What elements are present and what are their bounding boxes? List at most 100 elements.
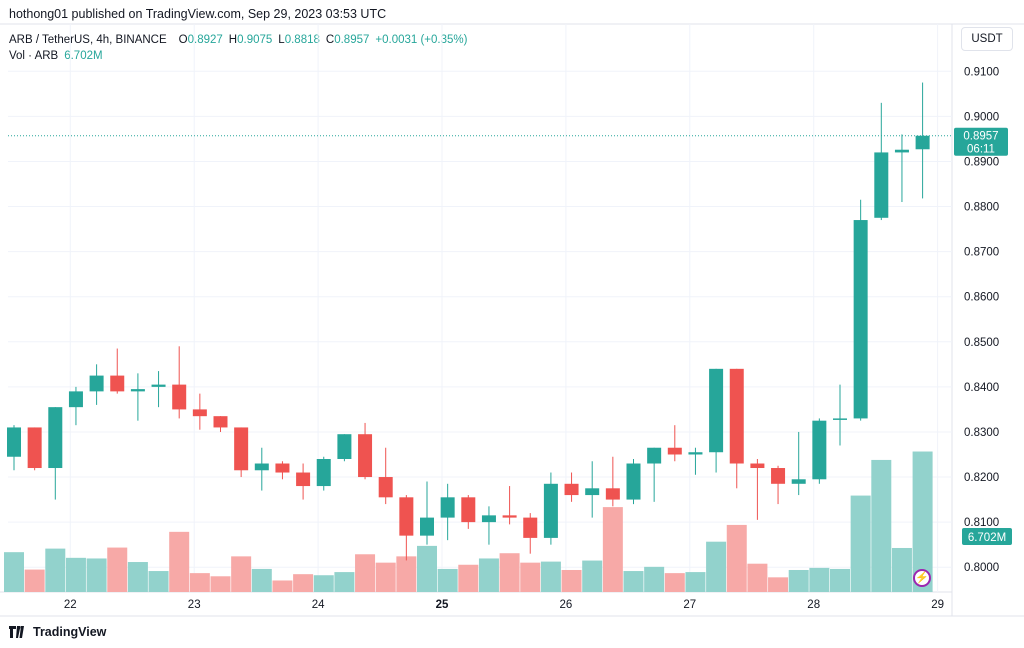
volume-bar <box>313 575 334 592</box>
volume-bar <box>602 507 623 592</box>
change-value: +0.0031 (+0.35%) <box>375 34 468 46</box>
volume-bar <box>251 568 272 592</box>
volume-label[interactable]: Vol · ARB <box>9 50 59 62</box>
candle-body <box>626 463 641 500</box>
candle-body <box>399 497 414 536</box>
candle-body <box>296 472 311 487</box>
volume-bar <box>65 557 86 592</box>
volume-bar <box>520 562 541 592</box>
volume-bar <box>355 554 376 592</box>
footer-brand-label: TradingView <box>33 625 107 639</box>
y-tick-label: 0.8400 <box>964 382 999 394</box>
volume-bar <box>148 571 169 592</box>
volume-bar <box>644 566 665 592</box>
symbol-label[interactable]: ARB / TetherUS, 4h, BINANCE <box>9 34 167 46</box>
volume-bar <box>210 576 231 592</box>
y-tick-label: 0.8200 <box>964 472 999 484</box>
publisher-line: hothong01 published on TradingView.com, … <box>9 7 387 21</box>
y-tick-label: 0.8800 <box>964 202 999 214</box>
x-tick-label: 26 <box>560 599 573 611</box>
candle-body <box>915 135 930 150</box>
low-value: 0.8818 <box>284 34 320 46</box>
candle-body <box>605 488 620 500</box>
volume-value: 6.702M <box>64 50 103 62</box>
volume-bar <box>24 569 45 592</box>
volume-bar <box>107 547 128 592</box>
candle-body <box>420 517 434 536</box>
volume-bar <box>4 552 24 592</box>
candle-body <box>667 447 682 455</box>
volume-bar <box>189 573 210 592</box>
volume-bar <box>375 562 396 592</box>
volume-bar <box>540 561 561 592</box>
volume-bar <box>86 558 107 592</box>
candle-body <box>771 468 786 484</box>
price-tag-box <box>954 127 1008 156</box>
x-tick-label: 22 <box>64 599 77 611</box>
volume-bar <box>396 556 417 592</box>
volume-bar <box>45 548 66 592</box>
currency-button[interactable]: USDT <box>961 27 1013 51</box>
volume-bar <box>417 545 437 592</box>
candle-body <box>213 416 228 428</box>
x-tick-label: 27 <box>683 599 696 611</box>
close-value: 0.8957 <box>334 34 370 46</box>
volume-bars <box>4 451 933 592</box>
volume-bar <box>706 541 727 592</box>
y-tick-label: 0.8600 <box>964 292 999 304</box>
y-tick-label: 0.9000 <box>964 111 999 123</box>
volume-bar <box>582 560 603 592</box>
candle-body <box>254 463 269 471</box>
volume-bar <box>169 531 190 592</box>
y-tick-label: 0.8500 <box>964 337 999 349</box>
candle-body <box>110 375 125 392</box>
ohlc-row: ARB / TetherUS, 4h, BINANCE O0.8927 H0.9… <box>9 32 467 48</box>
volume-tag-value: 6.702M <box>968 532 1006 544</box>
volume-bar <box>561 569 582 592</box>
volume-bar <box>458 564 479 592</box>
tradingview-logo-icon <box>9 626 24 638</box>
y-tick-label: 0.8300 <box>964 427 999 439</box>
volume-bar <box>747 563 768 592</box>
candle-body <box>688 452 703 455</box>
candle-body <box>130 389 145 392</box>
candle-body <box>709 368 724 453</box>
candle-body <box>853 220 868 419</box>
candle-body <box>234 427 249 471</box>
candle-body <box>874 152 889 218</box>
candle-body <box>750 463 765 469</box>
candle-body <box>316 459 331 487</box>
lightning-icon[interactable]: ⚡ <box>913 569 931 587</box>
chart-legend: ARB / TetherUS, 4h, BINANCE O0.8927 H0.9… <box>9 32 467 64</box>
x-tick-label: 23 <box>188 599 201 611</box>
volume-bar <box>334 572 355 592</box>
volume-bar <box>891 547 912 592</box>
high-value: 0.9075 <box>237 34 273 46</box>
candle-body <box>564 483 579 496</box>
axes: 0.9100 0.9000 0.8900 0.8800 0.8700 0.8600 0.85… <box>64 66 999 611</box>
candle-body <box>337 434 352 459</box>
candle-body <box>172 384 187 410</box>
candle-body <box>523 517 538 538</box>
close-label: C <box>325 34 335 46</box>
candle-body <box>358 434 373 478</box>
candle-body <box>791 479 806 484</box>
x-tick-label: 28 <box>807 599 820 611</box>
volume-bar <box>293 574 314 592</box>
volume-bar <box>726 524 747 592</box>
candle-body <box>192 409 207 417</box>
candles <box>7 82 930 561</box>
footer-brand: TradingView <box>9 625 106 639</box>
candle-body <box>729 368 744 464</box>
volume-row: Vol · ARB 6.702M <box>9 48 467 64</box>
candle-body <box>481 515 496 523</box>
candle-body <box>68 391 83 408</box>
volume-bar <box>871 459 892 592</box>
y-tick-label: 0.9100 <box>964 66 999 78</box>
low-label: L <box>278 34 285 46</box>
candle-body <box>151 384 166 387</box>
volume-bar <box>437 568 458 592</box>
candle-body <box>647 447 662 464</box>
